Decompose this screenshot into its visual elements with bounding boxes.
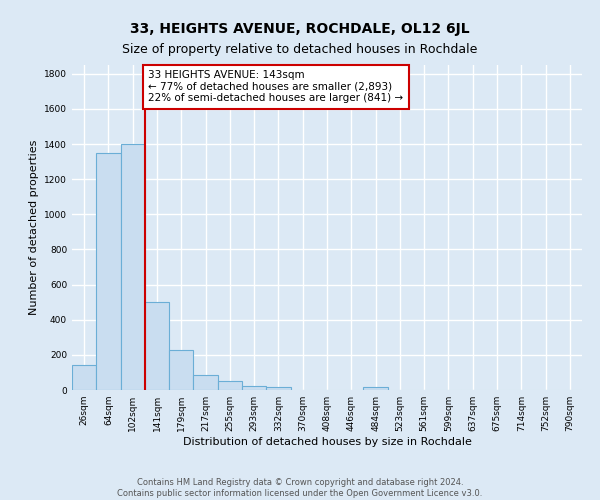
Y-axis label: Number of detached properties: Number of detached properties [29, 140, 38, 315]
Bar [96, 153, 121, 390]
Text: 33, HEIGHTS AVENUE, ROCHDALE, OL12 6JL: 33, HEIGHTS AVENUE, ROCHDALE, OL12 6JL [130, 22, 470, 36]
Bar [364, 388, 388, 390]
Bar [266, 388, 290, 390]
Bar [218, 381, 242, 390]
Bar [242, 386, 266, 390]
Text: Contains HM Land Registry data © Crown copyright and database right 2024.
Contai: Contains HM Land Registry data © Crown c… [118, 478, 482, 498]
Bar [193, 375, 218, 390]
X-axis label: Distribution of detached houses by size in Rochdale: Distribution of detached houses by size … [182, 437, 472, 447]
Bar [121, 144, 145, 390]
Text: 33 HEIGHTS AVENUE: 143sqm
← 77% of detached houses are smaller (2,893)
22% of se: 33 HEIGHTS AVENUE: 143sqm ← 77% of detac… [149, 70, 404, 104]
Bar [169, 350, 193, 390]
Bar [145, 302, 169, 390]
Text: Size of property relative to detached houses in Rochdale: Size of property relative to detached ho… [122, 42, 478, 56]
Bar [72, 366, 96, 390]
